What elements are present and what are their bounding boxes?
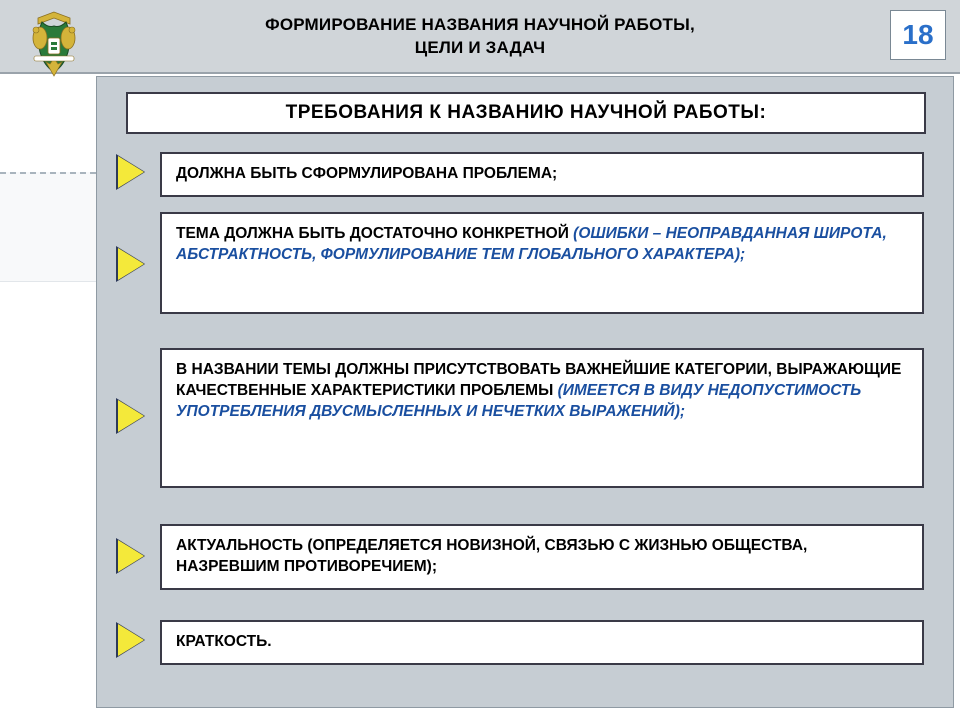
- requirement-item: АКТУАЛЬНОСТЬ (ОПРЕДЕЛЯЕТСЯ НОВИЗНОЙ, СВЯ…: [160, 524, 924, 590]
- bullet-icon: [118, 540, 144, 572]
- requirement-item: КРАТКОСТЬ.: [160, 620, 924, 665]
- page-number-box: 18: [890, 10, 946, 60]
- slide: ФОРМИРОВАНИЕ НАЗВАНИЯ НАУЧНОЙ РАБОТЫ, ЦЕ…: [0, 0, 960, 720]
- side-decoration: [0, 172, 96, 282]
- slide-title: ФОРМИРОВАНИЕ НАЗВАНИЯ НАУЧНОЙ РАБОТЫ, ЦЕ…: [120, 14, 840, 60]
- page-number: 18: [902, 19, 933, 51]
- bullet-icon: [118, 156, 144, 188]
- section-title-box: ТРЕБОВАНИЯ К НАЗВАНИЮ НАУЧНОЙ РАБОТЫ:: [126, 92, 926, 134]
- item-text: ТЕМА ДОЛЖНА БЫТЬ ДОСТАТОЧНО КОНКРЕТНОЙ: [176, 225, 573, 242]
- requirement-item: ТЕМА ДОЛЖНА БЫТЬ ДОСТАТОЧНО КОНКРЕТНОЙ (…: [160, 212, 924, 314]
- bullet-icon: [118, 400, 144, 432]
- requirement-item: ДОЛЖНА БЫТЬ СФОРМУЛИРОВАНА ПРОБЛЕМА;: [160, 152, 924, 197]
- item-text: АКТУАЛЬНОСТЬ (ОПРЕДЕЛЯЕТСЯ НОВИЗНОЙ, СВЯ…: [176, 537, 807, 575]
- bullet-icon: [118, 624, 144, 656]
- slide-title-line2: ЦЕЛИ И ЗАДАЧ: [120, 37, 840, 60]
- item-text: ДОЛЖНА БЫТЬ СФОРМУЛИРОВАНА ПРОБЛЕМА;: [176, 165, 557, 182]
- bullet-icon: [118, 248, 144, 280]
- section-title: ТРЕБОВАНИЯ К НАЗВАНИЮ НАУЧНОЙ РАБОТЫ:: [286, 102, 767, 124]
- requirement-item: В НАЗВАНИИ ТЕМЫ ДОЛЖНЫ ПРИСУТСТВОВАТЬ ВА…: [160, 348, 924, 488]
- slide-title-line1: ФОРМИРОВАНИЕ НАЗВАНИЯ НАУЧНОЙ РАБОТЫ,: [120, 14, 840, 37]
- item-text: КРАТКОСТЬ.: [176, 633, 272, 650]
- emblem-logo: [18, 8, 90, 80]
